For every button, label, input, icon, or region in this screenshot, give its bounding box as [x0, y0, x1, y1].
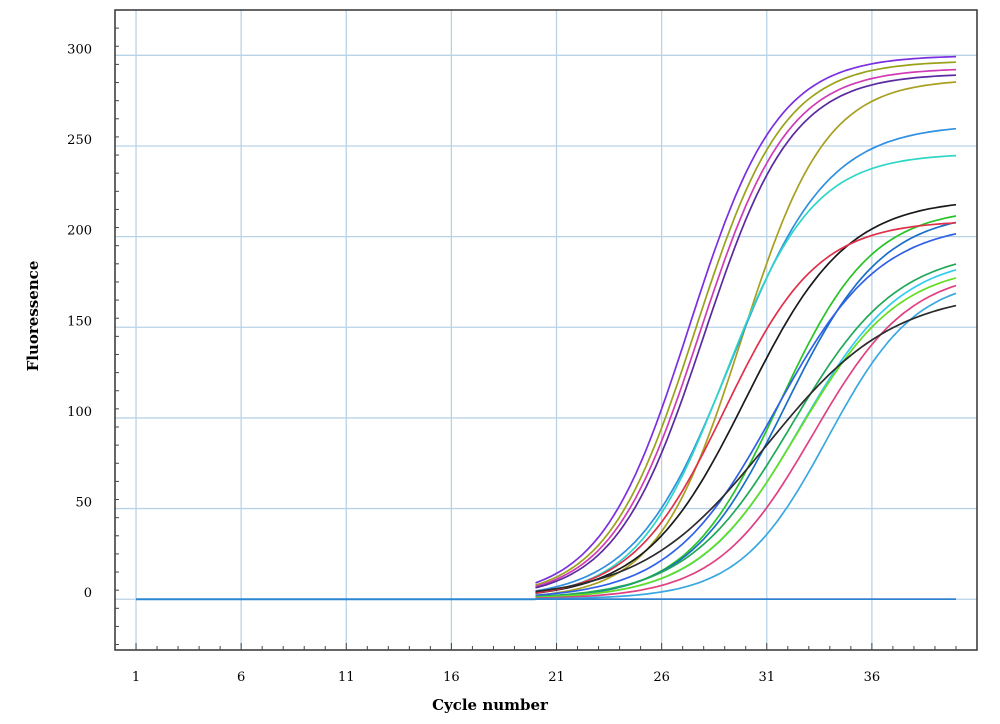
series-line-1	[535, 55, 957, 584]
y-tick-label: 300	[67, 42, 92, 57]
y-tick-label: 200	[67, 224, 92, 239]
series-line-15	[535, 277, 957, 599]
series-line-6	[535, 127, 957, 592]
minor-ticks	[115, 27, 957, 650]
series-line-14	[535, 268, 957, 599]
series-line-12	[535, 232, 957, 597]
x-tick-labels: 1 6 11 16 21 26 31 36	[132, 670, 880, 685]
series-line-5	[535, 81, 957, 597]
series-line-17	[535, 292, 957, 600]
x-tick-label: 26	[653, 670, 670, 685]
x-axis-title: Cycle number	[432, 696, 549, 714]
x-tick-label: 16	[443, 670, 460, 685]
series-line-7	[535, 154, 957, 595]
y-axis-title: Fluoressence	[24, 261, 42, 372]
y-tick-label: 250	[67, 133, 92, 148]
series-group	[136, 55, 957, 601]
x-tick-label: 6	[237, 670, 245, 685]
y-tick-label: 100	[67, 405, 92, 420]
x-tick-label: 36	[864, 670, 881, 685]
series-line-13	[535, 263, 957, 598]
series-line-4	[535, 74, 957, 589]
series-line-11	[535, 221, 957, 594]
x-tick-label: 21	[548, 670, 565, 685]
y-tick-labels: 0 50 100 150 200 250 300	[67, 42, 92, 601]
plot-frame	[114, 9, 978, 651]
x-tick-label: 31	[758, 670, 775, 685]
series-line-2	[535, 61, 957, 587]
series-line-16	[535, 284, 957, 600]
series-line-3	[535, 68, 957, 588]
series-line-9	[535, 215, 957, 599]
grid-lines	[115, 10, 977, 650]
y-tick-label: 50	[75, 496, 92, 511]
series-line-8	[535, 203, 957, 594]
x-tick-label: 1	[132, 670, 140, 685]
y-tick-label: 0	[84, 586, 92, 601]
x-tick-label: 11	[338, 670, 355, 685]
y-tick-label: 150	[67, 314, 92, 329]
series-line-10	[535, 221, 957, 598]
series-line-18	[535, 304, 957, 593]
